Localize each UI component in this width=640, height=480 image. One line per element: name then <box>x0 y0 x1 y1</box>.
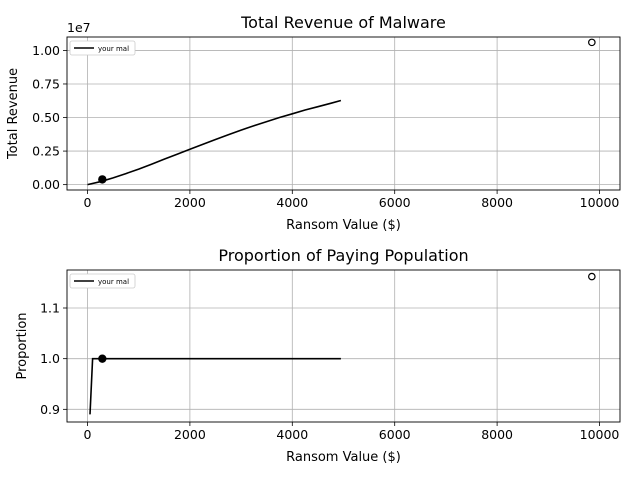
y-offset-label: 1e7 <box>67 20 91 35</box>
y-tick-label: 0.50 <box>32 110 60 125</box>
legend-box <box>69 273 136 289</box>
y-tick-label: 1.00 <box>32 43 60 58</box>
chart-title: Total Revenue of Malware <box>240 13 446 32</box>
x-tick-label: 6000 <box>379 427 411 442</box>
x-tick-label: 10000 <box>580 427 620 442</box>
series-line <box>89 357 341 415</box>
x-axis-label: Ransom Value ($) <box>286 450 401 465</box>
y-tick-label: 0.75 <box>32 76 60 91</box>
x-axis-label: Ransom Value ($) <box>286 218 401 233</box>
x-tick-label: 4000 <box>276 195 308 210</box>
subplot-1: 0 2000 4000 6000 8000 10000 0.00 0.25 0.50 0.75 1.… <box>6 13 621 233</box>
x-tick-label: 2000 <box>174 195 206 210</box>
x-tick-label: 0 <box>84 427 92 442</box>
legend-label: your mal <box>98 278 129 286</box>
series-line <box>87 99 342 186</box>
current-point-marker <box>98 175 107 184</box>
legend: your mal <box>69 273 136 289</box>
current-point-marker <box>98 354 107 363</box>
y-tick-label: 1.1 <box>40 301 60 316</box>
subplot-2: 0 2000 4000 6000 8000 10000 0.9 1.0 1.1 your mal P… <box>15 246 621 465</box>
max-point-marker <box>588 272 596 281</box>
x-tick-label: 4000 <box>276 427 308 442</box>
axes-frame <box>66 36 621 191</box>
y-tick-label: 0.00 <box>32 177 60 192</box>
x-tick-label: 10000 <box>580 195 620 210</box>
y-axis-label: Proportion <box>15 312 30 379</box>
y-tick-label: 0.25 <box>32 144 60 159</box>
chart-title: Proportion of Paying Population <box>218 246 468 265</box>
x-tick-label: 8000 <box>481 195 513 210</box>
x-tick-label: 8000 <box>481 427 513 442</box>
x-tick-label: 2000 <box>174 427 206 442</box>
x-tick-label: 6000 <box>379 195 411 210</box>
legend: your mal <box>69 40 136 56</box>
axes-frame <box>66 269 621 423</box>
legend-box <box>69 40 136 56</box>
legend-label: your mal <box>98 45 129 53</box>
max-point-marker <box>588 38 596 47</box>
y-tick-label: 0.9 <box>40 402 60 417</box>
y-axis-label: Total Revenue <box>6 68 21 160</box>
y-tick-label: 1.0 <box>40 351 60 366</box>
x-tick-label: 0 <box>84 195 92 210</box>
